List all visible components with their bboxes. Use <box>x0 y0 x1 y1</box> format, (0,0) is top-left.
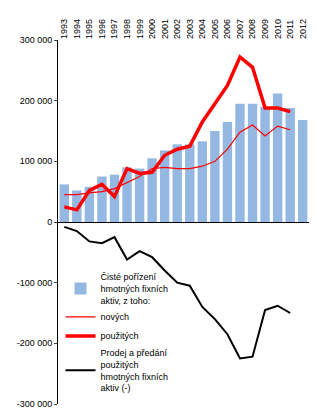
svg-text:300 000: 300 000 <box>20 35 53 45</box>
svg-text:2008: 2008 <box>247 19 257 39</box>
svg-text:2000: 2000 <box>147 19 157 39</box>
svg-text:2012: 2012 <box>298 19 308 39</box>
svg-text:1998: 1998 <box>122 19 132 39</box>
svg-text:1995: 1995 <box>84 19 94 39</box>
svg-text:1996: 1996 <box>97 19 107 39</box>
svg-text:2002: 2002 <box>172 19 182 39</box>
svg-text:2010: 2010 <box>273 19 283 39</box>
svg-text:použitých: použitých <box>101 331 139 341</box>
svg-text:200 000: 200 000 <box>20 96 53 106</box>
svg-text:2007: 2007 <box>235 19 245 39</box>
svg-text:100 000: 100 000 <box>20 156 53 166</box>
svg-text:2001: 2001 <box>160 19 170 39</box>
svg-text:-200 000: -200 000 <box>17 338 53 348</box>
svg-text:-100 000: -100 000 <box>17 278 53 288</box>
svg-text:1993: 1993 <box>59 19 69 39</box>
svg-text:nových: nových <box>101 312 130 322</box>
svg-text:2005: 2005 <box>210 19 220 39</box>
svg-text:2003: 2003 <box>185 19 195 39</box>
svg-text:Čisté pořízeníhmotných fixních: Čisté pořízeníhmotných fixníchaktiv, z t… <box>101 272 169 305</box>
svg-text:2011: 2011 <box>285 20 295 39</box>
svg-text:1999: 1999 <box>135 19 145 39</box>
svg-text:1997: 1997 <box>109 19 119 39</box>
svg-text:Prodej a předánípoužitýchhmotn: Prodej a předánípoužitýchhmotných fixníc… <box>101 348 169 393</box>
svg-text:2006: 2006 <box>222 19 232 39</box>
svg-text:0: 0 <box>47 217 52 227</box>
svg-text:2009: 2009 <box>260 19 270 39</box>
svg-text:2004: 2004 <box>197 19 207 39</box>
svg-text:1994: 1994 <box>72 19 82 39</box>
svg-text:-300 000: -300 000 <box>17 399 53 409</box>
